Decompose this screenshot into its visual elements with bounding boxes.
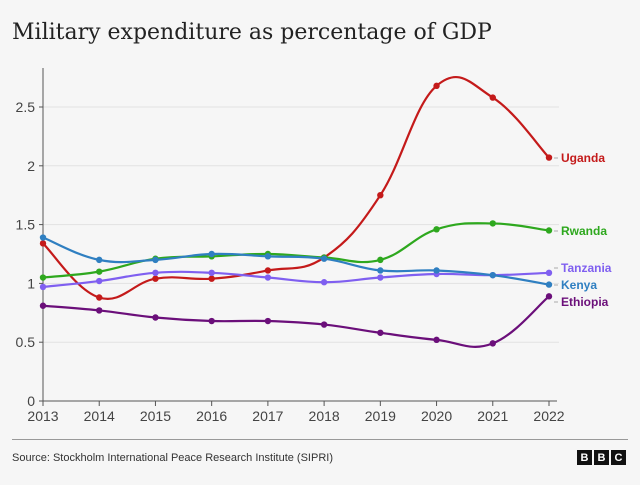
y-tick-label: 0.5	[16, 334, 36, 350]
data-point-kenya	[545, 281, 553, 288]
series-kenya: Kenya	[39, 234, 597, 292]
y-tick-label: 1	[27, 275, 35, 291]
data-point-ethiopia	[39, 302, 47, 309]
series-line-uganda	[42, 75, 550, 300]
series-ethiopia: Ethiopia	[39, 293, 609, 348]
line-chart: 0 0.5 1 1.5 2 2.5 2013 2014 2015 2016 2017 2018 2019…	[16, 68, 612, 424]
data-point-uganda	[377, 192, 384, 199]
x-tick-label: 2018	[309, 408, 340, 424]
data-point-uganda	[489, 94, 496, 101]
data-point-kenya	[152, 256, 159, 264]
series-line-tanzania	[42, 270, 550, 289]
series-line-kenya	[42, 236, 550, 286]
data-point-rwanda	[433, 226, 440, 233]
series-line-ethiopia	[42, 295, 550, 348]
data-point-rwanda	[489, 220, 496, 227]
y-tick-label: 0	[27, 393, 35, 409]
data-point-tanzania	[264, 274, 272, 281]
x-tick-label: 2015	[140, 408, 171, 424]
data-point-tanzania	[208, 269, 215, 277]
data-point-rwanda	[39, 274, 47, 281]
data-point-tanzania	[39, 283, 47, 291]
x-tick-label: 2013	[27, 408, 58, 424]
data-point-uganda	[208, 275, 215, 282]
data-point-ethiopia	[545, 293, 553, 300]
data-point-uganda	[264, 267, 272, 274]
data-point-ethiopia	[208, 317, 215, 325]
data-point-ethiopia	[152, 314, 159, 321]
data-point-uganda	[152, 275, 159, 282]
data-point-uganda	[96, 294, 103, 301]
data-point-kenya	[208, 250, 215, 258]
data-point-uganda	[545, 154, 553, 161]
data-point-rwanda	[377, 256, 384, 264]
data-point-ethiopia	[96, 307, 103, 314]
series-label-kenya: Kenya	[561, 278, 597, 292]
data-point-ethiopia	[377, 329, 384, 336]
series-label-tanzania: Tanzania	[561, 261, 612, 275]
x-tick-label: 2021	[477, 408, 508, 424]
series-uganda: Uganda	[39, 75, 605, 301]
data-point-tanzania	[320, 279, 328, 286]
data-point-kenya	[377, 267, 384, 274]
data-point-ethiopia	[320, 321, 328, 328]
series-label-uganda: Uganda	[561, 151, 605, 165]
chart-title: Military expenditure as percentage of GD…	[12, 20, 492, 45]
data-point-kenya	[39, 234, 47, 241]
data-point-kenya	[433, 267, 440, 274]
x-tick-label: 2019	[365, 408, 396, 424]
data-point-uganda	[433, 82, 440, 90]
series-label-rwanda: Rwanda	[561, 224, 607, 238]
x-tick-label: 2017	[252, 408, 283, 424]
data-point-tanzania	[152, 269, 159, 277]
footer-divider	[12, 439, 628, 440]
y-tick-label: 2.5	[16, 99, 36, 115]
x-tick-label: 2020	[421, 408, 452, 424]
data-point-kenya	[96, 256, 103, 264]
series-label-ethiopia: Ethiopia	[561, 295, 609, 309]
data-point-uganda	[39, 240, 47, 247]
series-rwanda: Rwanda	[39, 220, 607, 281]
data-point-tanzania	[377, 274, 384, 281]
data-point-rwanda	[545, 227, 553, 234]
data-point-ethiopia	[264, 317, 272, 325]
data-point-ethiopia	[433, 336, 440, 344]
y-tick-label: 2	[27, 158, 35, 174]
source-note: Source: Stockholm International Peace Re…	[12, 452, 333, 464]
series-tanzania: Tanzania	[39, 261, 612, 291]
y-tick-label: 1.5	[16, 217, 36, 233]
x-tick-label: 2016	[196, 408, 227, 424]
data-point-rwanda	[96, 268, 103, 275]
x-tick-label: 2022	[533, 408, 564, 424]
x-tick-label: 2014	[84, 408, 115, 424]
data-point-tanzania	[96, 277, 103, 285]
data-point-kenya	[320, 255, 328, 262]
data-point-tanzania	[545, 269, 553, 277]
data-point-kenya	[264, 253, 272, 260]
data-point-ethiopia	[489, 340, 496, 347]
data-point-kenya	[489, 271, 496, 279]
series-line-rwanda	[42, 222, 550, 279]
